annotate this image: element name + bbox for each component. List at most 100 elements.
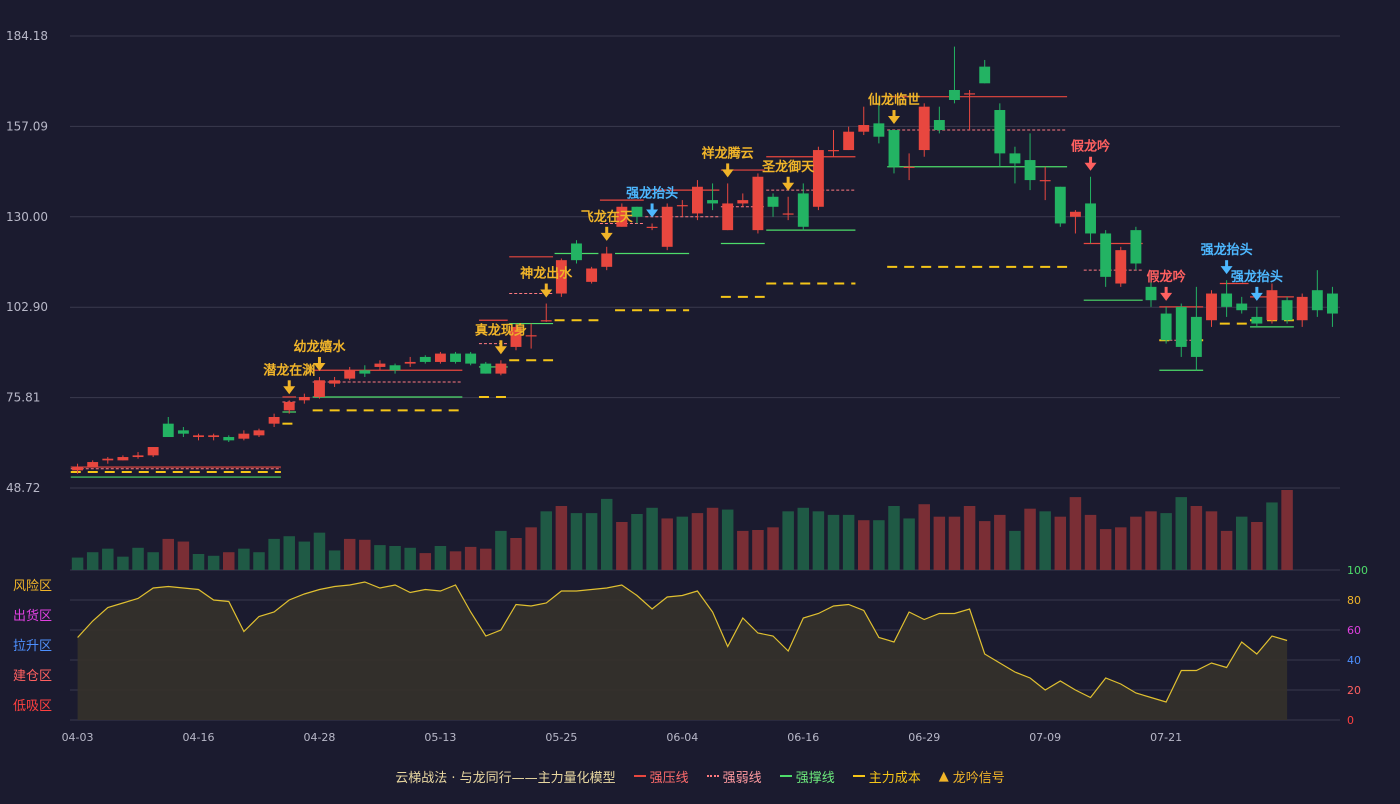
volume-bar [631,514,643,570]
legend-item-resistance[interactable]: 强压线 [633,767,689,786]
candle-body [1281,300,1293,321]
legend-label-resistance: 强压线 [649,770,689,786]
candle-body [480,363,492,374]
candle-body [314,380,325,397]
volume-bar [1069,497,1082,570]
price-tick-label: 157.09 [6,119,48,133]
volume-bar [555,506,568,570]
candle-body [1266,290,1278,321]
candle-body [450,353,461,362]
volume-bar [706,507,719,570]
legend-item-signal[interactable]: ▲ 龙吟信号 [939,767,1005,786]
candle-body [268,416,280,424]
candle-body [374,363,386,367]
legend-label-cost: 主力成本 [868,770,921,786]
volume-bar [797,507,810,570]
candle-body [1115,250,1127,284]
date-tick-label: 05-25 [545,731,577,744]
volume-bar [177,541,190,570]
legend-item-cost[interactable]: 主力成本 [852,767,921,786]
volume-bar [102,548,114,570]
volume-bar [162,538,175,570]
candle-body [1069,211,1081,217]
candle-body [208,435,220,438]
candle-body [87,462,99,468]
volume-bar [71,557,84,570]
candle-body [329,380,341,384]
candle-body [419,356,431,362]
candle-body [193,435,204,438]
legend-item-support[interactable]: 强撑线 [779,767,835,786]
signal-label: 真龙现身 [475,322,527,338]
volume-bar [419,553,432,570]
solid-line-icon [779,775,792,777]
candle-body [676,205,688,207]
oscillator-area [77,582,1288,720]
signal-label: 潜龙在渊 [263,362,315,378]
signal-label: 神龙出水 [520,266,573,282]
volume-bar [1145,511,1157,570]
oscillator-zone-label: 出货区 [13,608,52,624]
candle-body [72,467,84,471]
volume-bar [767,527,779,570]
candle-body [540,320,552,322]
volume-bar [313,532,326,570]
volume-bar [268,538,280,570]
dashed-line-icon [706,775,719,777]
candle-body [1130,230,1142,264]
signal-label: 幼龙嬉水 [293,339,346,355]
candle-body [828,150,839,152]
volume-bar [858,520,870,570]
oscillator-tick-label: 0 [1347,714,1354,727]
volume-bar [842,514,855,570]
oscillator-zone-label: 拉升区 [13,639,52,654]
volume-bar [1009,530,1021,570]
volume-bar [1054,516,1067,570]
candle-body [132,455,144,458]
signal-arrow-icon [646,209,659,218]
candle-body [903,166,915,168]
candle-body [797,193,809,227]
candle-body [1206,293,1217,321]
candle-body [661,206,673,247]
volume-bar [827,514,840,570]
volume-bar [404,547,416,570]
candle-body [298,396,310,401]
oscillator-tick-label: 20 [1347,684,1361,697]
volume-bar [238,548,250,570]
volume-bar [600,498,613,570]
candle-body [177,430,189,434]
candle-body [147,447,159,456]
candle-body [918,106,930,151]
candle-body [525,335,537,337]
volume-bar [1220,530,1233,570]
volume-bar [873,520,885,570]
volume-bar [978,521,991,570]
candle-body [1190,316,1202,357]
candle-body [359,370,371,374]
legend-item-weak[interactable]: 强弱线 [706,767,762,786]
oscillator-tick-label: 60 [1347,624,1361,637]
candle-body [253,430,265,436]
volume-bar [585,513,598,570]
candle-body [873,123,885,137]
volume-bar [1115,527,1127,570]
triangle-icon: ▲ [938,768,949,784]
candle-body [1175,306,1187,347]
volume-bar [480,548,492,570]
volume-bar [298,541,311,570]
dashed-line-icon [852,775,865,777]
signal-arrow-icon [1220,266,1233,275]
price-tick-label: 184.18 [6,29,48,43]
signal-label: 强龙抬头 [626,185,678,201]
volume-bar [691,513,704,570]
volume-bar [570,513,583,570]
date-tick-label: 07-21 [1150,731,1182,744]
oscillator-line [77,581,1288,703]
candle-body [933,120,945,131]
candle-body [888,130,900,167]
candle-body [102,458,114,461]
candle-body [495,363,507,374]
signal-label: 假龙吟 [1071,139,1110,155]
